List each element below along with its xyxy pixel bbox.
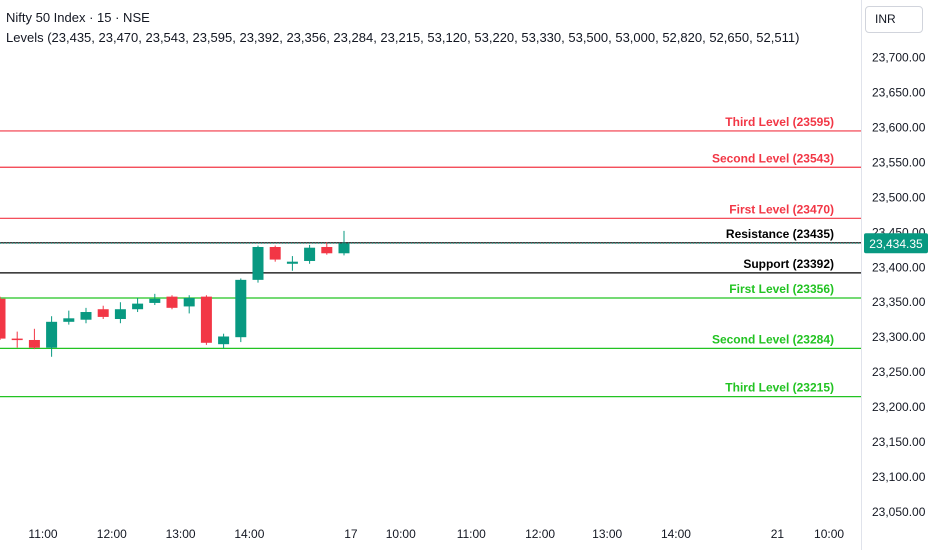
time-tick-label: 17 [344,527,358,541]
candle-body-3 [46,321,58,348]
candle-5[interactable] [80,307,92,324]
level-label-6: Second Level (23284) [712,332,834,346]
level-label-0: Third Level (23595) [725,115,834,129]
last-price-tag[interactable] [864,233,928,254]
level-label-1: Second Level (23543) [712,151,834,165]
price-axis: 23,050.00 23,100.00 23,150.00 23,200.00 23,2… [872,51,926,520]
price-tick-label: 23,300.00 [872,330,926,344]
price-tick-label: 23,250.00 [872,365,926,379]
price-scale-divider [861,0,862,550]
price-tick-label: 23,050.00 [872,505,926,519]
indicator-legend[interactable]: Levels (23,435, 23,470, 23,543, 23,595, … [6,30,800,45]
candle-body-6 [97,309,109,317]
time-tick-label: 11:00 [28,527,57,541]
candle-15[interactable] [252,245,264,283]
price-tick-label: 23,650.00 [872,85,926,99]
level-label-2: First Level (23470) [729,202,834,216]
candle-body-19 [321,246,333,254]
candle-2[interactable] [28,328,40,350]
candle-body-5 [80,312,92,320]
candle-10[interactable] [166,295,178,310]
candle-body-10 [166,296,178,308]
candle-19[interactable] [321,242,333,255]
time-tick-label: 12:00 [97,527,127,541]
candle-body-18 [304,247,316,261]
candle-3[interactable] [46,316,58,357]
candle-20[interactable] [338,230,350,256]
price-tick-label: 23,400.00 [872,260,926,274]
candle-6[interactable] [97,305,109,320]
candle-body-11 [183,298,195,307]
level-label-4: Support (23392) [743,257,834,271]
time-tick-label: 13:00 [166,527,196,541]
candle-12[interactable] [200,295,212,345]
candle-body-1 [11,338,23,341]
time-axis: 11:00 12:00 13:00 14:00 17 10:00 11:00 12:00 13:… [28,527,844,541]
currency-selector[interactable]: INR [865,6,923,33]
candle-7[interactable] [114,302,126,324]
price-tick-label: 23,150.00 [872,435,926,449]
candle-17[interactable] [286,256,298,271]
time-tick-label: 10:00 [814,527,844,541]
symbol-title[interactable]: Nifty 50 Index · 15 · NSE [6,10,150,25]
price-tick-label: 23,350.00 [872,295,926,309]
time-tick-label: 11:00 [457,527,486,541]
price-tick-label: 23,550.00 [872,155,926,169]
candle-body-12 [200,296,212,343]
candle-body-7 [114,309,126,320]
candle-body-0 [0,298,6,339]
candle-11[interactable] [183,295,195,314]
price-tick-label: 23,200.00 [872,400,926,414]
candle-1[interactable] [11,331,23,348]
candle-14[interactable] [235,278,247,343]
candle-body-2 [28,339,40,348]
time-tick-label: 10:00 [386,527,416,541]
candle-4[interactable] [63,310,75,325]
time-tick-label: 21 [771,527,785,541]
candle-body-15 [252,246,264,280]
time-tick-label: 13:00 [592,527,622,541]
candle-18[interactable] [304,244,316,264]
last-price-layer: 23,434.35 [0,233,928,254]
price-tick-label: 23,500.00 [872,190,926,204]
candle-body-14 [235,279,247,338]
price-tick-label: 23,100.00 [872,470,926,484]
level-label-3: Resistance (23435) [726,227,834,241]
candle-13[interactable] [218,333,230,349]
candle-body-8 [132,303,144,310]
level-label-5: First Level (23356) [729,282,834,296]
level-label-7: Third Level (23215) [725,381,834,395]
price-tick-label: 23,600.00 [872,120,926,134]
time-tick-label: 14:00 [234,527,264,541]
candle-0[interactable] [0,296,6,340]
time-tick-label: 12:00 [525,527,555,541]
candle-8[interactable] [132,298,144,313]
candle-body-17 [286,261,298,264]
candles-layer [0,230,350,357]
candle-body-13 [218,336,230,345]
candle-9[interactable] [149,293,161,306]
levels-layer: Third Level (23595) Second Level (23543) F… [0,115,861,398]
candle-body-16 [269,246,281,260]
time-tick-label: 14:00 [661,527,691,541]
candle-body-4 [63,318,75,322]
last-price-label: 23,434.35 [869,237,923,251]
candle-body-20 [338,243,350,254]
candle-body-9 [149,298,161,303]
price-tick-label: 23,700.00 [872,51,926,65]
candle-16[interactable] [269,245,281,262]
